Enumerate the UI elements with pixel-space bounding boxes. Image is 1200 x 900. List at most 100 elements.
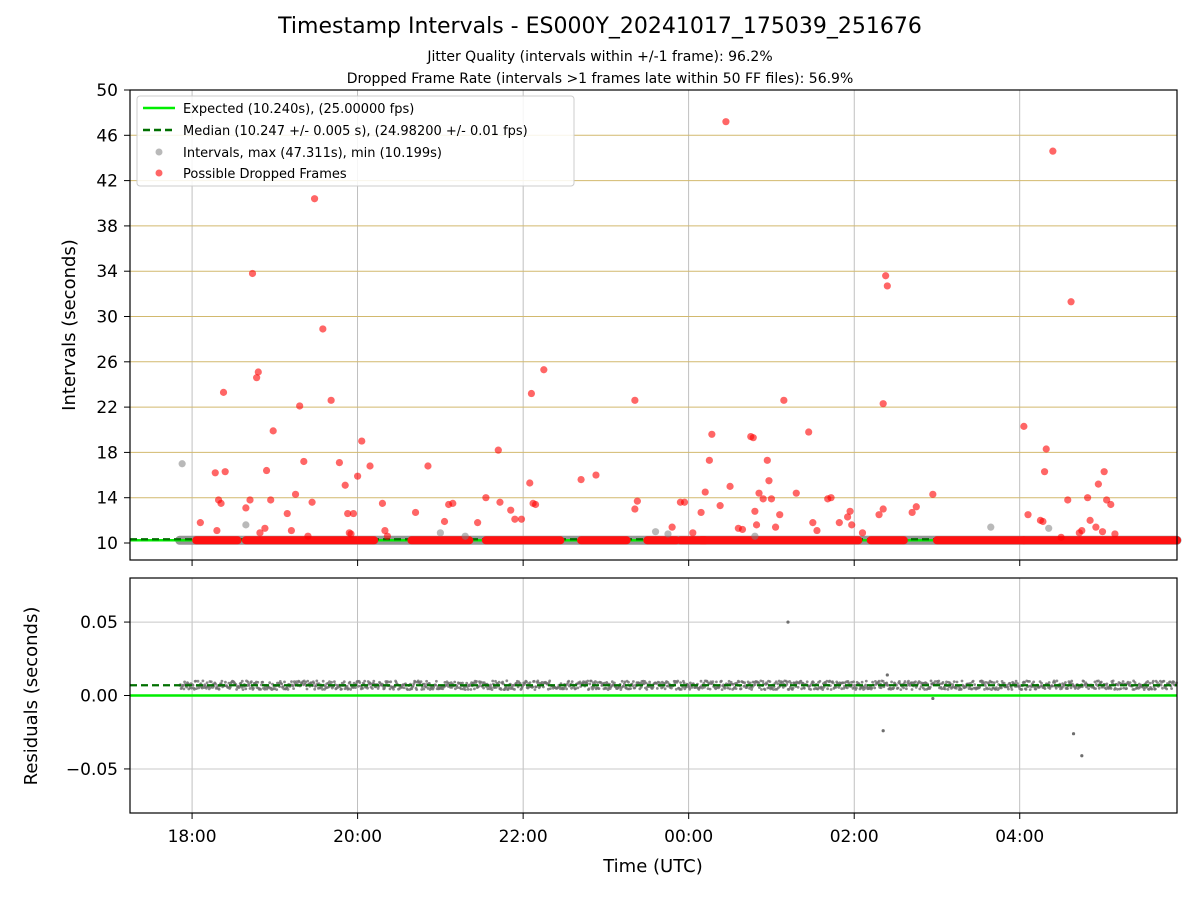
residual-point xyxy=(489,683,492,687)
legend: Expected (10.240s), (25.00000 fps) Media… xyxy=(136,95,575,187)
residual-point xyxy=(750,688,753,691)
residual-point xyxy=(227,681,231,685)
residual-point xyxy=(183,680,187,684)
residual-point xyxy=(494,686,498,689)
dropped-frame-point xyxy=(494,446,502,454)
residual-point xyxy=(1159,683,1163,687)
legend-intervals-swatch xyxy=(155,148,163,156)
top-y-tick-label: 10 xyxy=(96,534,118,554)
residual-point xyxy=(952,680,956,683)
dropped-frame-point xyxy=(592,471,600,479)
residual-point xyxy=(639,685,643,689)
residual-point xyxy=(588,682,592,686)
residual-point xyxy=(613,681,616,685)
residual-point xyxy=(570,686,573,690)
dropped-frame-point xyxy=(726,482,734,490)
residual-point xyxy=(645,688,649,691)
residual-point xyxy=(459,681,462,685)
residual-point xyxy=(587,687,591,691)
residual-point xyxy=(937,679,941,683)
residual-point xyxy=(870,686,874,690)
residual-point xyxy=(565,687,568,691)
residual-point xyxy=(983,688,986,691)
residual-point xyxy=(286,688,290,691)
residual-point xyxy=(960,679,964,683)
residual-point xyxy=(494,679,497,683)
residual-point xyxy=(534,685,538,689)
residual-point xyxy=(879,686,883,690)
dropped-frame-point xyxy=(248,269,257,278)
residual-point xyxy=(185,685,189,689)
dropped-frame-point xyxy=(196,519,204,527)
residual-point xyxy=(392,687,395,691)
residual-point xyxy=(674,687,678,691)
dropped-frame-point xyxy=(882,272,890,280)
residual-point xyxy=(1064,681,1067,684)
dropped-frame-point xyxy=(763,456,771,464)
residual-point xyxy=(1014,679,1018,683)
residual-point xyxy=(348,680,352,684)
residual-point xyxy=(761,680,765,683)
residual-point xyxy=(252,686,255,690)
dropped-frame-point xyxy=(341,481,349,489)
residual-point xyxy=(349,688,352,691)
residual-point xyxy=(690,686,694,689)
dropped-frame-point xyxy=(929,490,937,498)
residual-point xyxy=(1132,688,1136,691)
residual-point xyxy=(352,681,356,685)
residual-outlier-point xyxy=(931,696,935,701)
dropped-frame-point xyxy=(633,497,641,505)
dropped-frame-point xyxy=(507,506,515,514)
residual-point xyxy=(781,686,785,689)
residual-point xyxy=(195,687,198,690)
residual-point xyxy=(518,682,522,685)
residual-point xyxy=(290,680,293,683)
dropped-frame-point xyxy=(792,489,800,497)
residual-point xyxy=(473,687,476,691)
dropped-frame-point xyxy=(716,502,724,510)
residual-point xyxy=(489,686,493,689)
residual-point xyxy=(655,687,659,690)
residual-point xyxy=(190,686,194,690)
residual-point xyxy=(898,680,901,683)
residual-point xyxy=(706,687,710,690)
residual-point xyxy=(620,679,624,683)
residual-point xyxy=(248,687,252,690)
dropped-frame-point xyxy=(310,195,319,203)
dropped-frame-point xyxy=(708,430,716,438)
residual-point xyxy=(209,680,213,684)
residual-point xyxy=(748,681,752,685)
residual-point xyxy=(196,679,200,683)
intervals-y-label: Intervals (seconds) xyxy=(59,239,80,411)
dropped-frame-point xyxy=(300,457,308,466)
residual-point xyxy=(627,680,630,684)
dropped-frame-point xyxy=(267,496,275,504)
residual-point xyxy=(864,683,867,687)
residual-point xyxy=(585,682,589,685)
residual-point xyxy=(426,687,430,690)
residual-point xyxy=(1121,680,1125,683)
residual-point xyxy=(803,686,806,690)
dropped-frame-point xyxy=(1057,533,1065,541)
residual-point xyxy=(781,680,784,684)
residual-point xyxy=(422,687,426,691)
residual-point xyxy=(383,687,386,690)
dropped-frame-point xyxy=(751,507,759,515)
residual-point xyxy=(1028,688,1032,691)
residual-point xyxy=(599,681,603,684)
residual-point xyxy=(352,686,355,689)
dropped-frame-point xyxy=(287,526,295,535)
residual-point xyxy=(760,688,763,691)
residual-point xyxy=(549,687,552,690)
bottom-y-tick-label: 0.00 xyxy=(80,687,118,707)
dropped-frame-point xyxy=(344,509,352,518)
residual-point xyxy=(540,681,544,684)
residual-point xyxy=(463,688,467,691)
dropped-frame-point xyxy=(858,529,867,537)
residual-point xyxy=(434,683,438,687)
residual-point xyxy=(466,688,470,691)
residual-outlier-point xyxy=(881,729,885,733)
dropped-frame-point xyxy=(526,479,534,487)
dropped-frame-point xyxy=(269,427,277,435)
x-tick-label: 22:00 xyxy=(499,827,548,847)
